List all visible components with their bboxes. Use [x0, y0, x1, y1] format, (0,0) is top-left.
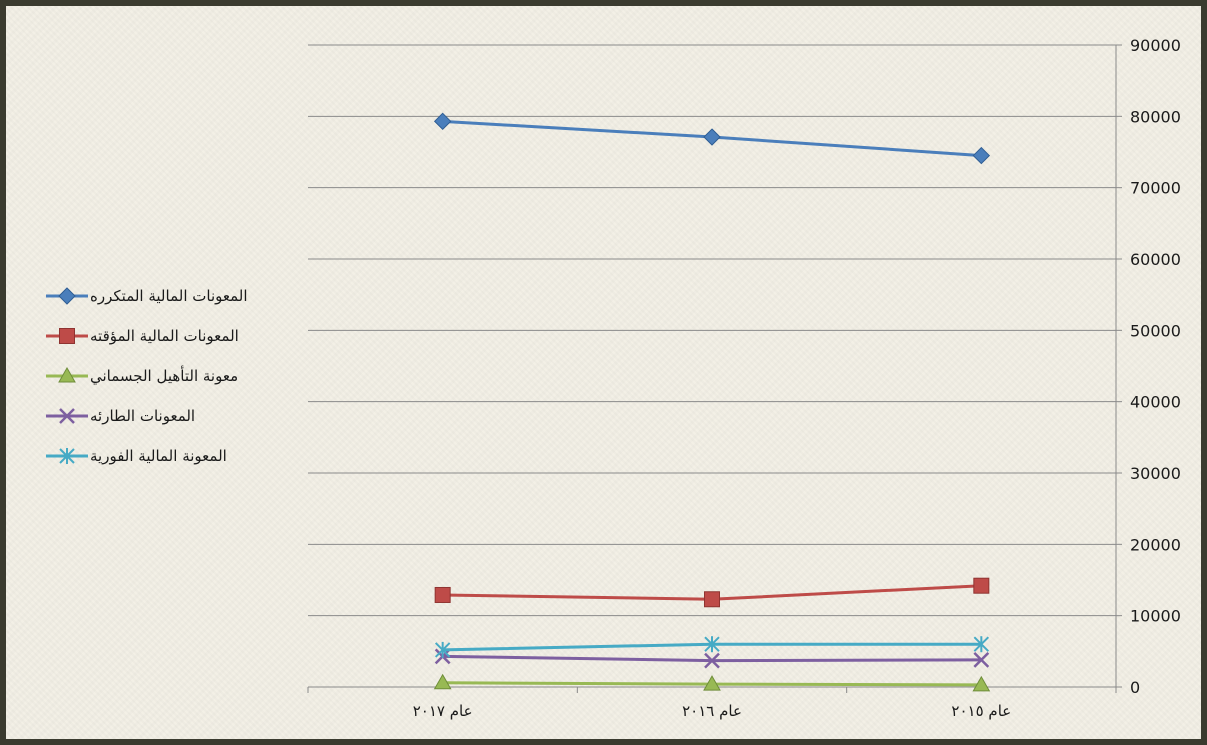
gridlines	[308, 44, 1116, 617]
data-point	[972, 146, 991, 165]
legend-marker	[59, 408, 75, 424]
data-point	[433, 673, 452, 690]
y-tick-label: 60000	[1130, 250, 1181, 269]
y-tick-label: 70000	[1130, 179, 1181, 198]
y-tick-label: 10000	[1130, 607, 1181, 626]
y-tick-label: 50000	[1130, 321, 1181, 340]
legend-entry: المعونات الطارئه	[46, 407, 195, 425]
x-tick-label: عام ٢٠١٦	[682, 702, 742, 720]
series-lines	[433, 112, 991, 692]
data-point	[704, 652, 720, 669]
legend-entry: المعونات المالية المؤقته	[46, 327, 239, 345]
y-tick-label: 0	[1130, 678, 1140, 697]
y-tick-label: 30000	[1130, 464, 1181, 483]
legend-marker	[59, 328, 75, 344]
data-point	[703, 128, 721, 146]
y-tick-label: 20000	[1130, 535, 1181, 554]
legend-label: المعونات المالية المؤقته	[90, 327, 239, 345]
data-point	[704, 636, 720, 653]
x-tick-label: عام ٢٠١٧	[413, 702, 473, 720]
y-tick-label: 90000	[1130, 36, 1181, 55]
series-5	[434, 636, 990, 658]
line-chart: 0 10000 20000 30000 40000 50000 60000 70000 8000…	[46, 36, 1181, 720]
legend-label: المعونة المالية الفورية	[90, 447, 227, 465]
legend-entry: المعونة المالية الفورية	[46, 447, 227, 465]
series-2	[434, 577, 990, 608]
legend-marker	[58, 366, 76, 383]
legend-marker	[58, 287, 76, 305]
y-tick-label: 40000	[1130, 393, 1181, 412]
legend-label: معونة التأهيل الجسماني	[90, 365, 238, 386]
data-point	[973, 636, 990, 653]
data-point	[434, 586, 451, 603]
legend-label: المعونات المالية المتكرره	[90, 287, 248, 305]
data-point	[972, 675, 991, 692]
y-tick-label: 80000	[1130, 107, 1181, 126]
data-point	[433, 112, 452, 131]
data-point	[434, 641, 451, 658]
series-1	[433, 112, 991, 165]
legend-entry: المعونات المالية المتكرره	[46, 287, 248, 305]
legend-marker	[59, 448, 75, 464]
legend-label: المعونات الطارئه	[90, 407, 195, 425]
axes: 0 10000 20000 30000 40000 50000 60000 70000 8000…	[307, 36, 1181, 720]
data-point	[973, 577, 990, 594]
legend: المعونات المالية المتكرره المعونات المالي…	[46, 287, 248, 465]
data-point	[973, 652, 990, 668]
data-point	[704, 591, 720, 608]
data-point	[703, 675, 721, 691]
x-tick-label: عام ٢٠١٥	[951, 702, 1011, 720]
series-3	[433, 673, 991, 692]
legend-entry: معونة التأهيل الجسماني	[46, 365, 238, 386]
